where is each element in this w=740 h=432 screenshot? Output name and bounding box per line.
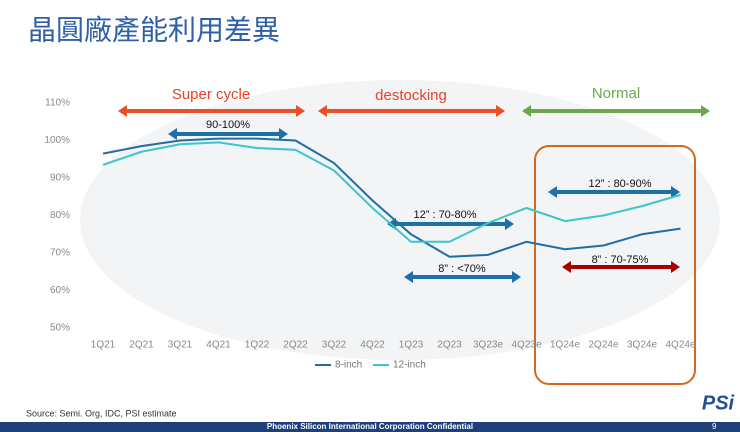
x-tick-label: 4Q21 [206, 340, 231, 351]
y-tick-label: 100% [44, 135, 70, 146]
series-line [102, 141, 681, 243]
map-background [80, 80, 720, 360]
annotation: destocking [375, 87, 447, 104]
x-tick-label: 3Q23e [473, 340, 503, 351]
footer: Phoenix Silicon International Corporatio… [267, 422, 473, 431]
x-tick-label: 2Q24e [588, 340, 618, 351]
arrow-head [118, 105, 127, 117]
x-tick-label: 2Q23 [437, 340, 462, 351]
arrow-head [496, 105, 505, 117]
arrow-head [671, 261, 680, 273]
arrow-head [404, 271, 413, 283]
legend-label: 12-inch [393, 360, 426, 371]
arrow-head [548, 186, 557, 198]
x-tick-label: 4Q22 [360, 340, 385, 351]
forecast-box [534, 145, 696, 385]
x-tick-label: 1Q23 [399, 340, 424, 351]
x-tick-label: 4Q24e [665, 340, 695, 351]
arrow-head [505, 218, 514, 230]
x-tick-label: 1Q22 [245, 340, 270, 351]
annotation: 8” : 70-75% [592, 254, 649, 266]
arrow-head [562, 261, 571, 273]
arrow-head [168, 128, 177, 140]
arrow-head [318, 105, 327, 117]
arrow-head [512, 271, 521, 283]
x-tick-label: 2Q22 [283, 340, 308, 351]
arrow-head [671, 186, 680, 198]
annotation: 8” : <70% [438, 263, 486, 275]
series-line [102, 137, 681, 258]
x-tick-label: 4Q23e [511, 340, 541, 351]
legend-label: 8-inch [335, 360, 362, 371]
annotation: Normal [592, 85, 640, 102]
y-tick-label: 50% [50, 323, 70, 334]
y-tick-label: 110% [45, 98, 70, 109]
logo: PSi [702, 392, 735, 414]
source: Source: Semi. Org, IDC, PSI estimate [26, 408, 177, 418]
annotation: Super cycle [172, 86, 250, 103]
y-tick-label: 90% [50, 173, 70, 184]
annotation: 12” : 70-80% [414, 209, 477, 221]
x-tick-label: 3Q22 [322, 340, 347, 351]
arrow-head [701, 105, 710, 117]
y-tick-label: 80% [50, 210, 70, 221]
y-tick-label: 60% [50, 285, 70, 296]
annotation: 90-100% [206, 119, 250, 131]
x-tick-label: 3Q24e [627, 340, 657, 351]
slide-title: 晶圓廠產能利用差異 [28, 14, 280, 45]
arrow-head [279, 128, 288, 140]
x-tick-label: 3Q21 [168, 340, 193, 351]
arrow-head [296, 105, 305, 117]
page-number: 9 [712, 422, 717, 431]
arrow-head [522, 105, 531, 117]
footer-bar [0, 422, 740, 432]
annotation: 12” : 80-90% [589, 178, 652, 190]
x-tick-label: 2Q21 [129, 340, 154, 351]
x-tick-label: 1Q24e [550, 340, 580, 351]
y-tick-label: 70% [50, 248, 70, 259]
x-tick-label: 1Q21 [91, 340, 116, 351]
